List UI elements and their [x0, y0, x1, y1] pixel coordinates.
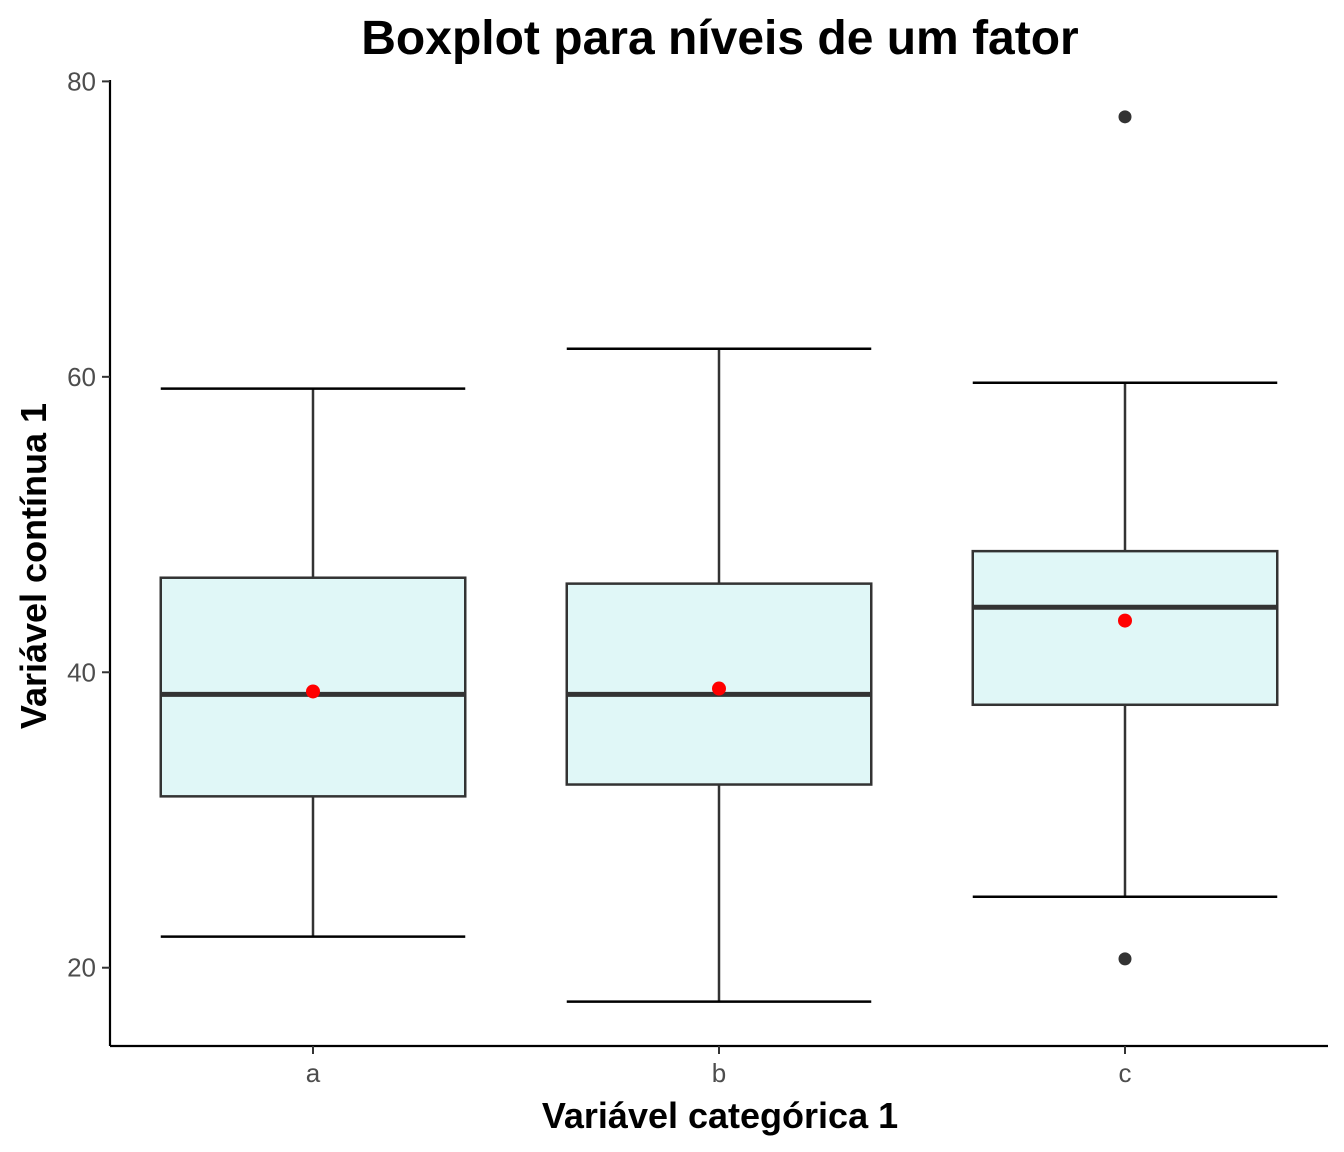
x-tick-label: c	[1119, 1058, 1132, 1088]
y-tick-label: 60	[67, 362, 96, 392]
mean-point	[712, 681, 726, 696]
y-tick-label: 80	[67, 66, 96, 96]
mean-point	[306, 684, 320, 699]
y-tick-label: 40	[67, 657, 96, 687]
x-tick-label: b	[712, 1058, 726, 1088]
chart-title: Boxplot para níveis de um fator	[361, 12, 1078, 65]
y-tick-label: 20	[67, 953, 96, 983]
x-axis-title: Variável categórica 1	[542, 1095, 898, 1136]
outlier-point	[1118, 110, 1132, 124]
mean-point	[1118, 613, 1132, 628]
y-axis-title: Variável contínua 1	[13, 403, 54, 729]
plot-area: 20 40 60 80 a b c	[67, 66, 1328, 1088]
x-tick-label: a	[306, 1058, 321, 1088]
outlier-point	[1118, 952, 1132, 966]
box-c	[971, 549, 1279, 707]
